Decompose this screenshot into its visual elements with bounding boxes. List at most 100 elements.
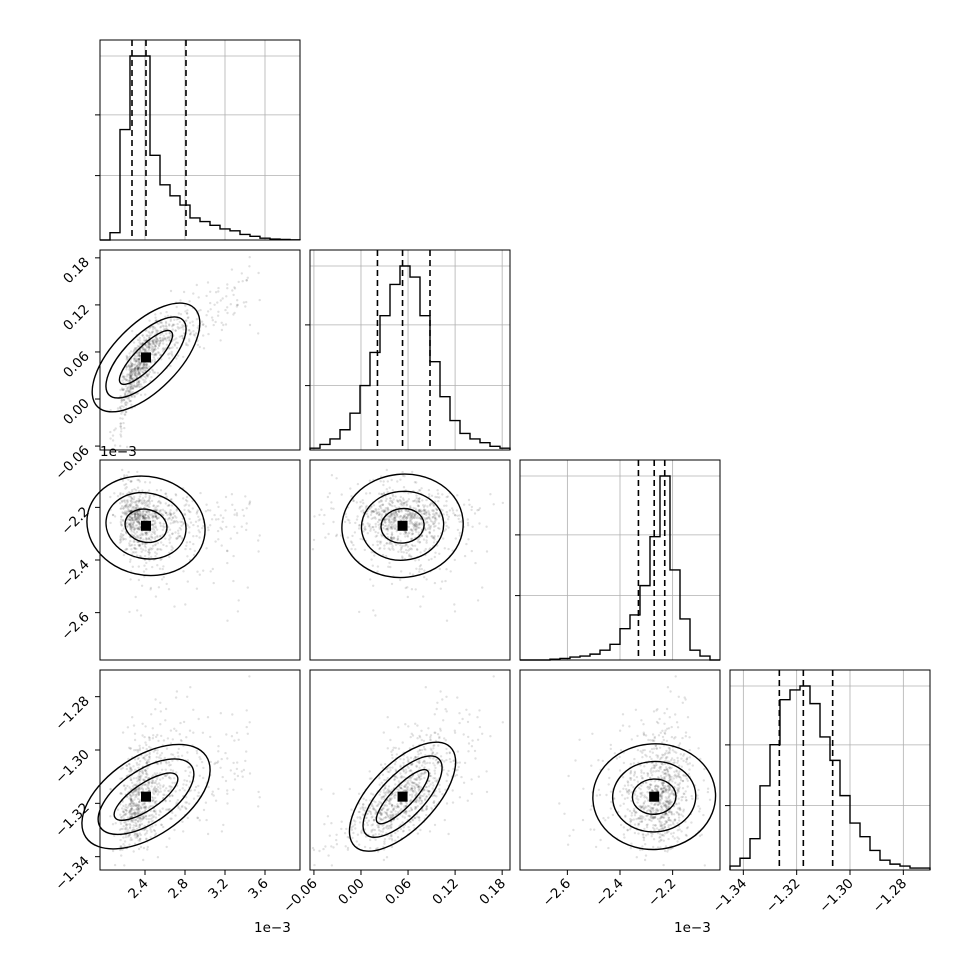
scatter-point	[651, 832, 654, 836]
scatter-point	[355, 501, 358, 504]
scatter-point	[209, 570, 212, 573]
scatter-point	[133, 515, 137, 518]
scatter-point	[351, 836, 354, 840]
scatter-point	[138, 763, 141, 766]
scatter-point	[145, 772, 148, 776]
scatter-point	[358, 843, 361, 846]
scatter-point	[119, 522, 123, 525]
scatter-point	[126, 521, 129, 524]
scatter-point	[408, 522, 412, 525]
scatter-point	[134, 547, 137, 550]
scatter-point	[397, 510, 400, 513]
scatter-point	[438, 790, 441, 793]
scatter-point	[245, 279, 248, 282]
scatter-point	[412, 512, 415, 516]
scatter-point	[391, 524, 394, 527]
scatter-point	[195, 512, 198, 515]
scatter-point	[159, 508, 163, 512]
scatter-point	[356, 515, 359, 518]
scatter-point	[467, 498, 471, 502]
scatter-point	[138, 775, 142, 779]
scatter-point	[406, 779, 410, 783]
scatter-point	[154, 329, 158, 332]
scatter-point	[125, 474, 129, 477]
scatter-point	[139, 820, 142, 823]
scatter-point	[236, 774, 240, 778]
scatter-point	[138, 522, 142, 525]
scatter-point	[125, 378, 128, 381]
scatter-point	[130, 820, 133, 823]
scatter-point	[418, 761, 421, 765]
scatter-point	[370, 829, 373, 832]
scatter-point	[130, 809, 133, 813]
x-tick-label: −0.06	[280, 876, 321, 917]
scatter-point	[139, 555, 143, 558]
scatter-point	[690, 821, 693, 824]
scatter-point	[651, 815, 655, 818]
scatter-point	[453, 603, 456, 606]
scatter-point	[147, 783, 150, 786]
scatter-point	[147, 814, 151, 817]
scatter-point	[423, 772, 426, 775]
scatter-point	[409, 513, 412, 517]
scatter-point	[185, 796, 188, 799]
scatter-point	[219, 299, 222, 302]
scatter-point	[155, 517, 159, 520]
scatter-point	[150, 796, 154, 799]
scatter-point	[132, 826, 135, 829]
scatter-point	[426, 521, 429, 524]
scatter-point	[189, 510, 192, 514]
scatter-point	[380, 533, 383, 536]
scatter-point	[177, 535, 180, 538]
scatter-point	[156, 542, 160, 545]
scatter-point	[383, 519, 386, 522]
scatter-point	[177, 755, 180, 758]
scatter-point	[130, 807, 134, 810]
scatter-point	[153, 522, 157, 525]
scatter-point	[134, 506, 138, 509]
scatter-point	[180, 326, 184, 329]
scatter-point	[628, 809, 632, 813]
scatter-point	[658, 717, 661, 721]
scatter-point	[145, 561, 148, 565]
scatter-point	[226, 757, 229, 760]
scatter-point	[137, 518, 140, 521]
histogram-1	[309, 265, 511, 450]
scatter-point	[377, 508, 380, 511]
scatter-point	[428, 790, 431, 793]
scatter-point	[161, 338, 165, 341]
scatter-point	[158, 521, 162, 524]
scatter-point	[623, 797, 627, 800]
scatter-point	[663, 803, 666, 807]
scatter-point	[155, 762, 159, 765]
histogram-0	[100, 55, 301, 241]
scatter-point	[235, 512, 239, 515]
scatter-point	[134, 359, 137, 363]
scatter-point	[126, 823, 129, 826]
scatter-point	[391, 814, 394, 817]
scatter-point	[440, 759, 444, 762]
scatter-point	[418, 540, 422, 544]
scatter-point	[352, 825, 355, 828]
x-tick-label: 2.8	[165, 876, 192, 903]
scatter-point	[389, 521, 392, 524]
scatter-point	[119, 417, 122, 420]
scatter-point	[428, 528, 432, 531]
scatter-point	[380, 813, 383, 817]
scatter-point	[171, 738, 174, 741]
scatter-point	[391, 495, 395, 498]
scatter-point	[415, 791, 418, 794]
scatter-point	[386, 527, 389, 530]
scatter-point	[129, 809, 132, 812]
scatter-point	[404, 772, 407, 775]
scatter-point	[676, 807, 680, 810]
scatter-point	[420, 794, 423, 798]
scatter-point	[173, 323, 176, 326]
scatter-point	[393, 537, 396, 540]
scatter-point	[377, 802, 380, 806]
scatter-point	[146, 767, 149, 770]
scatter-point	[418, 796, 421, 800]
scatter-point	[431, 781, 434, 784]
scatter-point	[148, 538, 151, 541]
scatter-point	[677, 837, 681, 840]
